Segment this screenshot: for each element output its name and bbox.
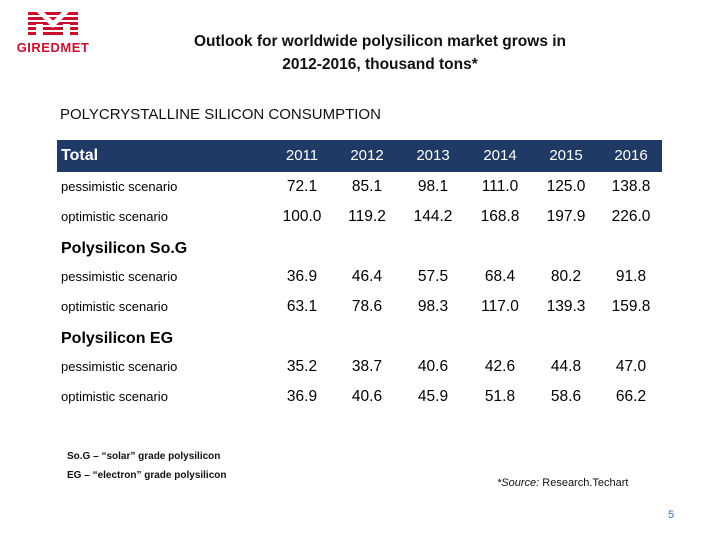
table-cell: 91.8 [615, 268, 647, 285]
source-note: *Source: Research.Techart [497, 477, 628, 489]
source-text: Research.Techart [539, 477, 629, 489]
giredmet-logo-icon [28, 12, 78, 36]
table-cell: 98.1 [417, 178, 449, 195]
table-row: optimistic scenario 36.9 40.6 45.9 51.8 … [57, 382, 662, 412]
header-label: Total [61, 147, 99, 164]
title-line-2: 2012-2016, thousand tons* [282, 56, 478, 73]
table-cell: 66.2 [615, 388, 647, 405]
table-cell: 100.0 [282, 208, 322, 225]
table-cell: 78.6 [351, 298, 383, 315]
table-cell: 138.8 [611, 178, 651, 195]
logo-text: GIREDMET [16, 40, 90, 55]
table-cell: 46.4 [351, 268, 383, 285]
table-cell: 44.8 [550, 358, 582, 375]
year-header: 2013 [416, 147, 450, 164]
table-cell: 168.8 [480, 208, 520, 225]
table-cell: 35.2 [286, 358, 318, 375]
table-cell: 40.6 [351, 388, 383, 405]
group-title-eg: Polysilicon EG [61, 330, 174, 347]
table-cell: 47.0 [615, 358, 647, 375]
table-cell: 72.1 [286, 178, 318, 195]
table-row: pessimistic scenario 35.2 38.7 40.6 42.6… [57, 352, 662, 382]
page-title: Outlook for worldwide polysilicon market… [130, 30, 630, 76]
table-cell: 58.6 [550, 388, 582, 405]
table-cell: 80.2 [550, 268, 582, 285]
table-cell: 85.1 [351, 178, 383, 195]
page-number: 5 [668, 509, 675, 521]
table-header-row: Total 2011 2012 2013 2014 2015 2016 [57, 140, 662, 172]
footnote-sog: So.G – “solar” grade polysilicon [67, 451, 221, 462]
table-cell: 51.8 [484, 388, 516, 405]
table-cell: 40.6 [417, 358, 449, 375]
table-cell: 57.5 [417, 268, 449, 285]
table-cell: 117.0 [481, 298, 519, 315]
table-cell: 125.0 [546, 178, 586, 195]
table-cell: 63.1 [286, 298, 318, 315]
table-row: optimistic scenario 100.0 119.2 144.2 16… [57, 202, 662, 232]
table-cell: 36.9 [286, 388, 318, 405]
source-prefix: *Source: [497, 477, 540, 489]
row-label: optimistic scenario [61, 209, 168, 224]
row-label: optimistic scenario [61, 299, 168, 314]
row-label: optimistic scenario [61, 389, 168, 404]
table-row: pessimistic scenario 36.9 46.4 57.5 68.4… [57, 262, 662, 292]
year-header: 2011 [285, 147, 319, 164]
table-cell: 139.3 [546, 298, 586, 315]
consumption-table: Total 2011 2012 2013 2014 2015 2016 pess… [57, 140, 662, 412]
table-cell: 111.0 [481, 178, 519, 195]
table-cell: 45.9 [417, 388, 449, 405]
table-cell: 38.7 [351, 358, 383, 375]
table-cell: 119.2 [348, 208, 386, 225]
footnote-eg: EG – “electron” grade polysilicon [67, 470, 227, 481]
row-label: pessimistic scenario [61, 179, 178, 194]
year-header: 2015 [549, 147, 583, 164]
table-cell: 42.6 [484, 358, 516, 375]
year-header: 2014 [483, 147, 517, 164]
table-cell: 68.4 [484, 268, 516, 285]
year-header: 2012 [350, 147, 384, 164]
table-row: pessimistic scenario 72.1 85.1 98.1 111.… [57, 172, 662, 202]
section-heading: POLYCRYSTALLINE SILICON CONSUMPTION [60, 106, 381, 123]
table-cell: 36.9 [286, 268, 318, 285]
table-cell: 98.3 [417, 298, 449, 315]
year-header: 2016 [614, 147, 648, 164]
table-cell: 159.8 [611, 298, 651, 315]
title-line-1: Outlook for worldwide polysilicon market… [193, 33, 567, 50]
row-label: pessimistic scenario [61, 359, 178, 374]
row-label: pessimistic scenario [61, 269, 178, 284]
group-title-sog: Polysilicon So.G [61, 240, 188, 257]
table-cell: 197.9 [546, 208, 586, 225]
table-row: optimistic scenario 63.1 78.6 98.3 117.0… [57, 292, 662, 322]
table-cell: 226.0 [611, 208, 651, 225]
table-cell: 144.2 [413, 208, 453, 225]
